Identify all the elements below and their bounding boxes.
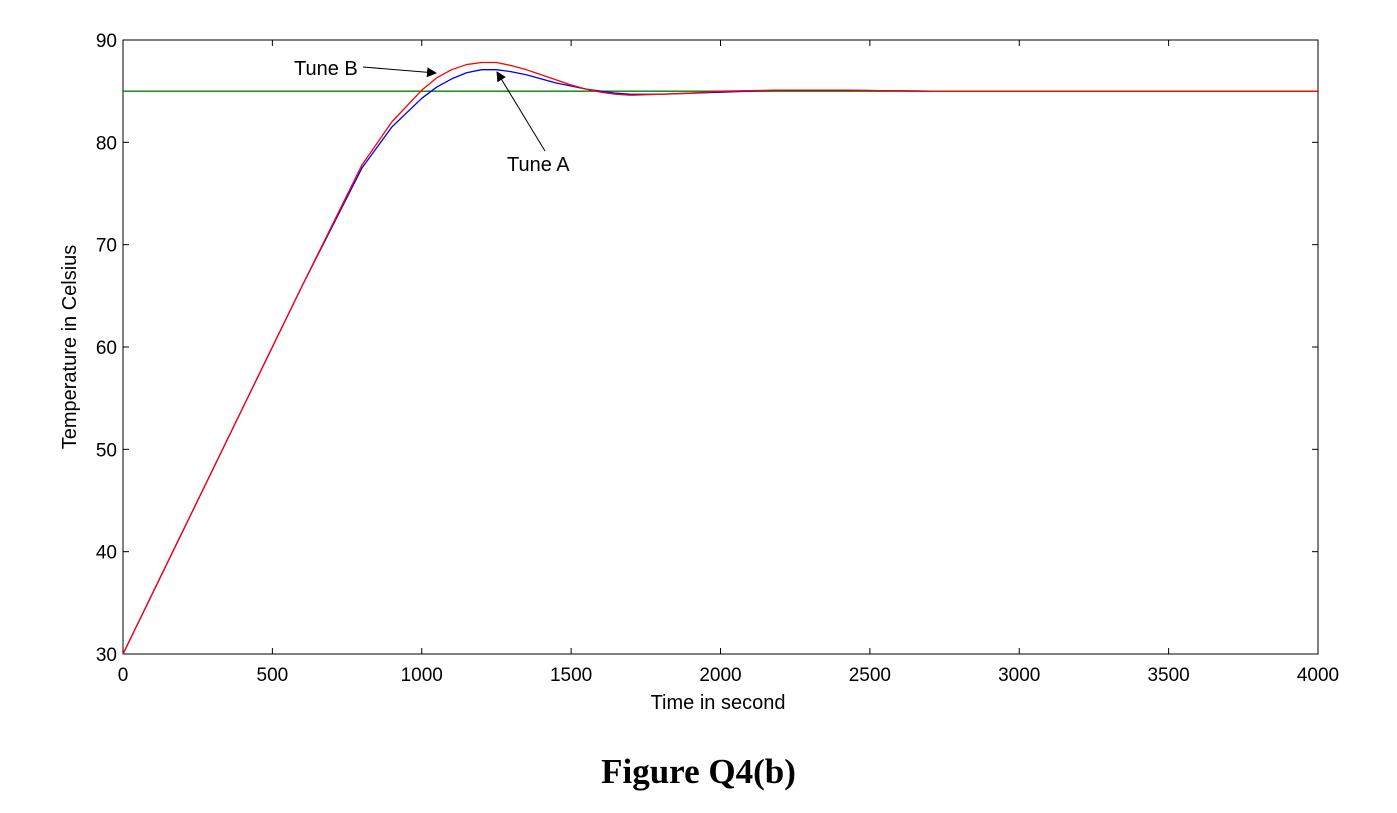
y-axis-title: Temperature in Celsius (59, 245, 81, 450)
x-tick-label: 1500 (550, 665, 592, 686)
y-tick-label: 90 (96, 31, 117, 52)
y-tick-label: 70 (96, 236, 117, 257)
y-tick-label: 30 (96, 645, 117, 666)
x-tick-label: 3000 (998, 665, 1040, 686)
x-tick-label: 2500 (849, 665, 891, 686)
x-tick-label: 0 (118, 665, 129, 686)
annotation-arrow-tune-a (496, 71, 546, 152)
series-line-tune-b (122, 61, 1318, 655)
y-tick-label: 40 (96, 543, 117, 564)
x-axis-title: Time in second (651, 692, 786, 714)
x-tick-label: 500 (257, 665, 289, 686)
annotation-arrow-tune-b (362, 66, 437, 78)
series-group (122, 61, 1318, 655)
annotation-tune-b: Tune B (294, 58, 358, 80)
x-tick-label: 4000 (1297, 665, 1339, 686)
plot-area (122, 39, 1319, 655)
x-tick-label: 1000 (401, 665, 443, 686)
figure-caption: Figure Q4(b) (601, 752, 796, 791)
x-tick-label: 3500 (1147, 665, 1189, 686)
y-tick-label: 50 (96, 440, 117, 461)
x-tick-label: 2000 (699, 665, 741, 686)
annotation-tune-a: Tune A (507, 154, 570, 176)
y-tick-label: 80 (96, 133, 117, 154)
axis-ticks: 0 500 1000 1500 2000 2500 3000 3500 4000 30 40 50 60… (96, 31, 1339, 686)
y-tick-label: 60 (96, 338, 117, 359)
